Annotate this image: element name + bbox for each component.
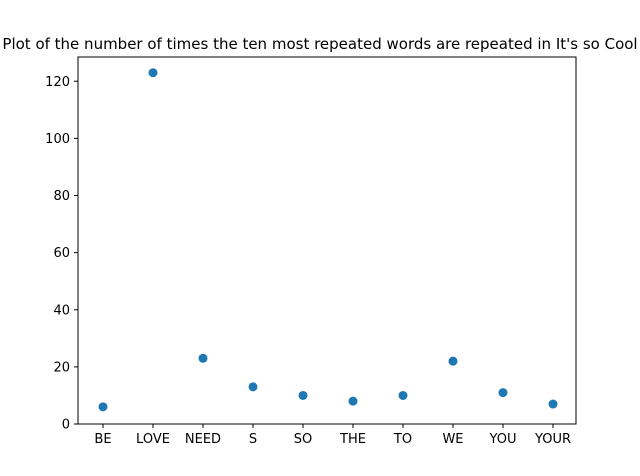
x-tick-label: WE — [442, 432, 463, 447]
y-axis: 0 20 40 60 80 100 120 — [45, 75, 78, 433]
x-tick-label: THE — [339, 432, 366, 447]
y-tick-label: 0 — [62, 418, 70, 433]
data-point-to — [398, 390, 408, 400]
plot-area — [77, 56, 577, 425]
y-tick-label: 80 — [53, 189, 70, 204]
data-point-love — [148, 68, 158, 78]
x-tick-label: NEED — [185, 432, 221, 447]
y-tick-label: 120 — [45, 75, 70, 90]
data-point-the — [348, 396, 358, 406]
x-tick-label: LOVE — [136, 432, 170, 447]
plot-frame — [77, 56, 577, 425]
data-point-need — [198, 353, 208, 363]
x-tick-label: TO — [393, 432, 412, 447]
x-tick-label: BE — [94, 432, 111, 447]
y-tick-label: 100 — [45, 132, 70, 147]
x-tick-label: SO — [294, 432, 312, 447]
y-tick-label: 20 — [53, 360, 70, 375]
chart-title: Plot of the number of times the ten most… — [2, 35, 637, 53]
data-point-s — [248, 382, 258, 392]
data-point-be — [98, 402, 108, 412]
x-tick-label: S — [249, 432, 257, 447]
y-tick-label: 60 — [53, 246, 70, 261]
data-points — [98, 68, 558, 412]
x-tick-label: YOUR — [534, 432, 571, 447]
x-tick-label: YOU — [489, 432, 517, 447]
data-point-so — [298, 390, 308, 400]
data-point-you — [498, 388, 508, 398]
data-point-your — [548, 399, 558, 409]
y-tick-label: 40 — [53, 303, 70, 318]
x-axis: BE LOVE NEED S SO THE TO WE YOU YOUR — [94, 424, 571, 447]
data-point-we — [448, 356, 458, 366]
